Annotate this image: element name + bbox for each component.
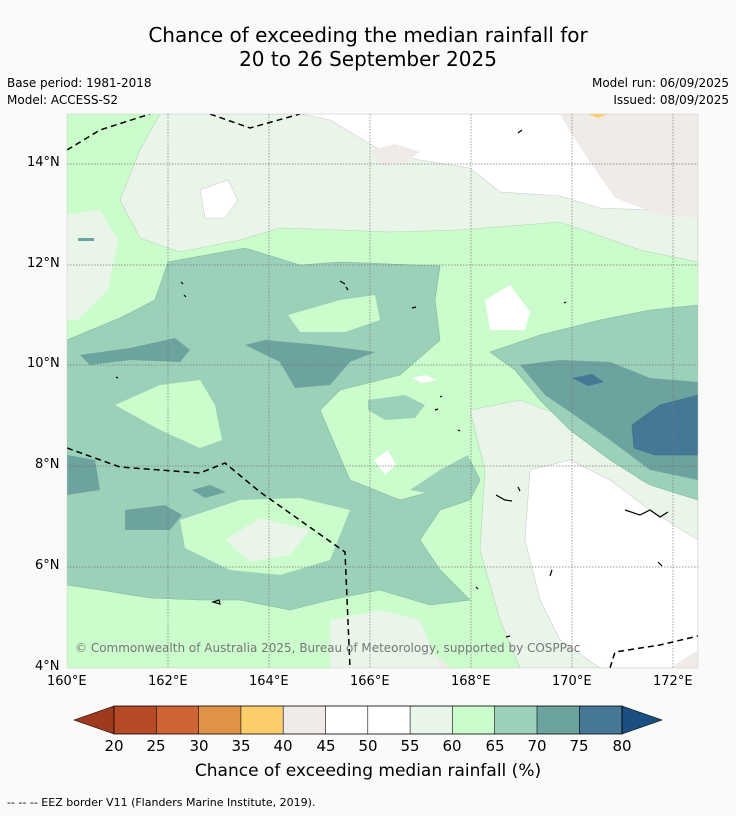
issued-date: Issued: 08/09/2025 bbox=[613, 93, 729, 107]
region-75-80-right bbox=[631, 394, 698, 456]
graticule bbox=[67, 114, 698, 668]
colorbar-label: 20 bbox=[104, 737, 124, 755]
colorbar bbox=[73, 705, 663, 735]
lon-tick-170e: 170°E bbox=[552, 674, 592, 689]
lon-tick-162e: 162°E bbox=[148, 674, 188, 689]
region-50-55-bottomleft bbox=[330, 610, 440, 668]
map-frame bbox=[66, 113, 699, 669]
colorbar-label: 70 bbox=[527, 737, 547, 755]
colorbar-label: 25 bbox=[146, 737, 166, 755]
region-75-80-line bbox=[78, 238, 94, 241]
region-white-blob bbox=[485, 285, 530, 330]
map-title-line2: 20 to 26 September 2025 bbox=[239, 47, 497, 71]
lat-tick-10n: 10°N bbox=[27, 356, 60, 371]
colorbar-label: 75 bbox=[569, 737, 589, 755]
lon-tick-168e: 168°E bbox=[451, 674, 491, 689]
region-70-75-c bbox=[67, 455, 100, 495]
region-60-65-hole1 bbox=[288, 295, 380, 332]
region-65-70-e bbox=[368, 395, 425, 420]
lat-tick-12n: 12°N bbox=[27, 256, 60, 271]
colorbar-extend-high bbox=[621, 705, 663, 735]
lat-tick-8n: 8°N bbox=[35, 457, 60, 472]
eez-border bbox=[67, 114, 698, 668]
colorbar-label: 30 bbox=[189, 737, 209, 755]
region-75-80-small bbox=[572, 374, 604, 386]
region-70-75-b bbox=[245, 340, 375, 388]
colorbar-label: 35 bbox=[231, 737, 251, 755]
colorbar-label: 80 bbox=[612, 737, 632, 755]
region-50-55-right bbox=[524, 459, 698, 668]
region-45-50-br bbox=[670, 650, 698, 668]
region-white-spot bbox=[199, 179, 239, 219]
lon-tick-160e: 160°E bbox=[47, 674, 87, 689]
region-70-75-e bbox=[192, 485, 226, 498]
lon-tick-164e: 164°E bbox=[249, 674, 289, 689]
map-title-line1: Chance of exceeding the median rainfall … bbox=[148, 23, 588, 47]
lat-tick-4n: 4°N bbox=[35, 659, 60, 674]
colorbar-label: 40 bbox=[273, 737, 293, 755]
islands bbox=[115, 129, 669, 638]
copyright-notice: © Commonwealth of Australia 2025, Bureau… bbox=[75, 641, 581, 655]
colorbar-label: 60 bbox=[442, 737, 462, 755]
region-65-70-f bbox=[410, 455, 475, 495]
region-60-65-hole2 bbox=[115, 380, 222, 448]
region-white-small bbox=[374, 450, 396, 475]
model-run-date: Model run: 06/09/2025 bbox=[591, 76, 729, 90]
lat-tick-6n: 6°N bbox=[35, 558, 60, 573]
lat-tick-14n: 14°N bbox=[27, 155, 60, 170]
eez-footnote: -- -- -- EEZ border V11 (Flanders Marine… bbox=[7, 796, 316, 809]
colorbar-title: Chance of exceeding median rainfall (%) bbox=[194, 761, 542, 781]
colorbar-label: 55 bbox=[400, 737, 420, 755]
model-name: Model: ACCESS-S2 bbox=[7, 93, 119, 107]
region-white-tiny bbox=[412, 375, 437, 383]
base-period: Base period: 1981-2018 bbox=[7, 76, 152, 90]
region-45-50-small bbox=[372, 144, 420, 165]
region-45-50-top bbox=[560, 114, 698, 218]
region-70-75-a bbox=[80, 338, 190, 365]
lon-tick-172e: 172°E bbox=[653, 674, 693, 689]
colorbar-label: 45 bbox=[316, 737, 336, 755]
map-area bbox=[67, 114, 698, 668]
region-55-60-hole bbox=[225, 518, 310, 562]
region-40-45-blip bbox=[588, 114, 608, 118]
colorbar-extend-low bbox=[73, 705, 115, 735]
colorbar-label: 65 bbox=[485, 737, 505, 755]
lon-tick-166e: 166°E bbox=[350, 674, 390, 689]
colorbar-label: 50 bbox=[358, 737, 378, 755]
